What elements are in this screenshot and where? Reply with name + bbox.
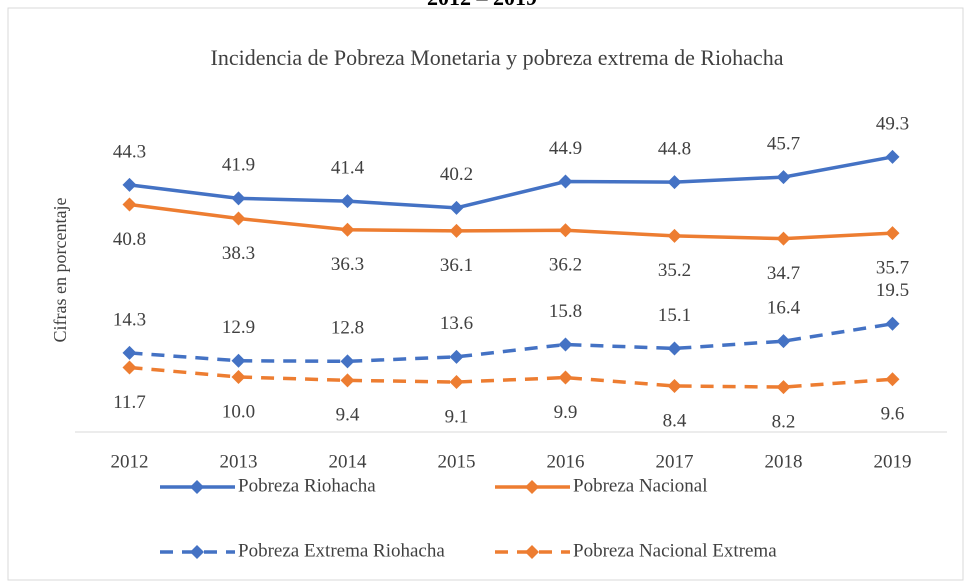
point-marker	[885, 226, 900, 241]
point-marker	[776, 334, 791, 349]
chart-frame	[7, 7, 964, 581]
point-marker	[231, 211, 246, 226]
data-label: 36.2	[549, 255, 582, 276]
x-tick-label: 2019	[874, 451, 912, 472]
data-label: 38.3	[222, 243, 255, 264]
point-marker	[558, 174, 573, 189]
data-label: 9.6	[881, 404, 905, 425]
point-marker	[776, 170, 791, 185]
data-label: 15.1	[658, 305, 691, 326]
point-marker	[122, 197, 137, 212]
point-marker	[340, 373, 355, 388]
data-label: 41.4	[331, 158, 365, 179]
point-marker	[885, 149, 900, 164]
x-tick-label: 2014	[329, 451, 368, 472]
point-marker	[776, 231, 791, 246]
data-label: 41.9	[222, 155, 255, 176]
point-marker	[449, 375, 464, 390]
data-label: 34.7	[767, 263, 800, 284]
point-marker	[667, 175, 682, 190]
chart-title: Incidencia de Pobreza Monetaria y pobrez…	[211, 45, 784, 70]
legend-label: Pobreza Riohacha	[238, 475, 376, 496]
point-marker	[449, 349, 464, 364]
point-marker	[340, 194, 355, 209]
data-label: 15.8	[549, 301, 582, 322]
x-tick-label: 2017	[656, 451, 694, 472]
point-marker	[776, 380, 791, 395]
point-marker	[122, 360, 137, 375]
y-axis-label: Cifras en porcentaje	[50, 198, 70, 343]
data-label: 8.4	[663, 410, 687, 431]
data-label: 9.4	[336, 405, 360, 426]
data-label: 36.3	[331, 254, 364, 275]
point-marker	[885, 372, 900, 387]
point-marker	[231, 353, 246, 368]
point-marker	[231, 191, 246, 206]
data-label: 8.2	[772, 411, 796, 432]
data-label: 12.9	[222, 317, 255, 338]
series-line	[129, 155, 893, 210]
legend-label: Pobreza Nacional Extrema	[573, 540, 777, 561]
data-label: 44.9	[549, 138, 582, 159]
data-label: 10.0	[222, 401, 255, 422]
data-label: 44.3	[113, 141, 146, 162]
data-label: 16.4	[767, 298, 801, 319]
heading: 2012 – 2019	[427, 0, 537, 10]
data-label: 35.7	[876, 257, 909, 278]
series-line	[129, 322, 893, 364]
data-label: 44.8	[658, 138, 691, 159]
series-line	[129, 202, 893, 241]
data-label: 19.5	[876, 280, 909, 301]
point-marker	[558, 337, 573, 352]
point-marker	[558, 370, 573, 385]
legend-marker	[525, 480, 539, 494]
x-tick-label: 2012	[111, 451, 149, 472]
point-marker	[449, 200, 464, 215]
legend-marker	[190, 480, 204, 494]
data-label: 12.8	[331, 318, 364, 339]
legend-label: Pobreza Extrema Riohacha	[238, 540, 445, 561]
x-tick-label: 2015	[438, 451, 476, 472]
data-label: 9.9	[554, 402, 578, 423]
data-label: 40.2	[440, 164, 473, 185]
legend-label: Pobreza Nacional	[573, 475, 708, 496]
point-marker	[667, 378, 682, 393]
point-marker	[667, 228, 682, 243]
point-marker	[122, 177, 137, 192]
data-label: 14.3	[113, 309, 146, 330]
point-marker	[340, 222, 355, 237]
point-marker	[122, 345, 137, 360]
x-tick-label: 2016	[547, 451, 585, 472]
data-label: 13.6	[440, 313, 473, 334]
data-label: 11.7	[113, 392, 146, 413]
data-label: 49.3	[876, 113, 909, 134]
legend-marker	[525, 545, 539, 559]
point-marker	[231, 370, 246, 384]
point-marker	[340, 354, 355, 369]
data-label: 45.7	[767, 133, 800, 154]
legend-marker	[190, 545, 204, 559]
x-tick-label: 2013	[220, 451, 258, 472]
point-marker	[885, 316, 900, 331]
point-marker	[449, 223, 464, 238]
series-line	[129, 365, 893, 389]
data-label: 9.1	[445, 406, 469, 427]
data-label: 35.2	[658, 260, 691, 281]
data-label: 40.8	[113, 229, 146, 250]
point-marker	[667, 341, 682, 356]
point-marker	[558, 223, 573, 238]
data-label: 36.1	[440, 255, 473, 276]
x-tick-label: 2018	[765, 451, 803, 472]
